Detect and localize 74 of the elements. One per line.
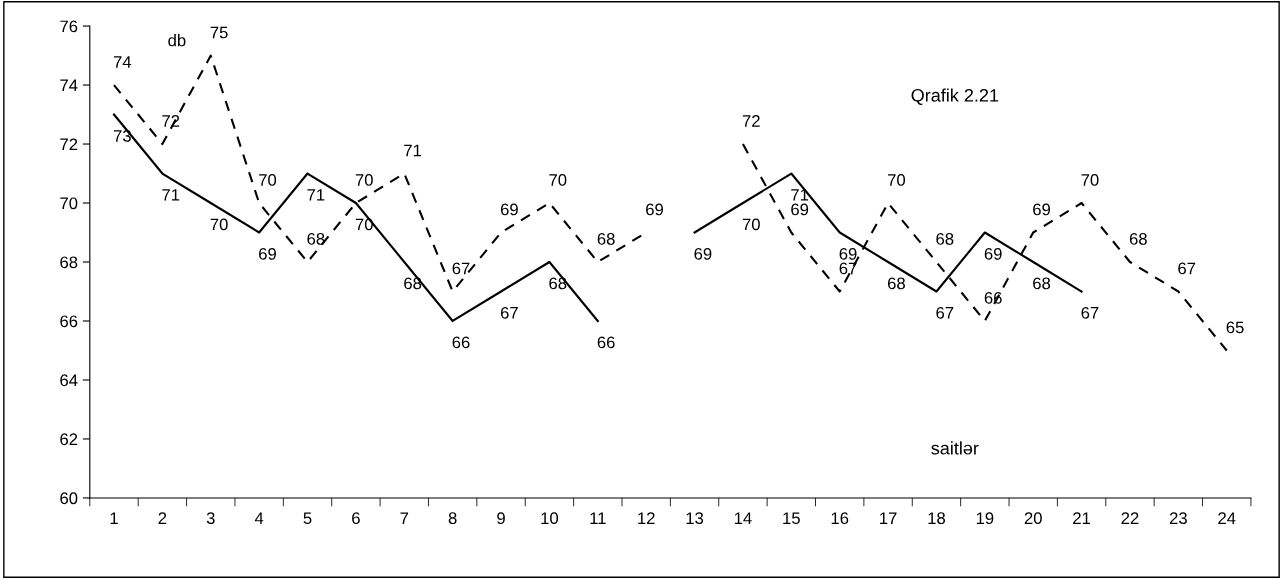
- x-tick-label: 16: [831, 512, 849, 525]
- x-tick-label: 23: [1169, 512, 1187, 525]
- x-tick-label: 8: [448, 512, 457, 525]
- data-label: 67: [1178, 262, 1196, 275]
- data-label: 70: [1081, 174, 1099, 186]
- data-label: 70: [742, 218, 760, 231]
- x-tick-label: 18: [928, 512, 945, 525]
- y-tick-label: 68: [60, 256, 78, 269]
- data-label: 67: [452, 262, 470, 275]
- data-label: 75: [210, 26, 228, 39]
- data-label: 70: [355, 174, 373, 186]
- x-tick-label: 9: [497, 512, 505, 525]
- data-label: 69: [791, 203, 809, 216]
- x-tick-label: 7: [400, 512, 409, 524]
- data-label: 70: [549, 174, 567, 186]
- y-tick-label: 66: [60, 315, 78, 328]
- data-label: 70: [210, 218, 228, 231]
- y-tick-label: 70: [60, 197, 78, 210]
- data-label: 71: [162, 189, 180, 201]
- y-tick-label: 60: [60, 492, 78, 505]
- x-tick-label: 6: [352, 512, 360, 525]
- data-label: 69: [839, 247, 857, 260]
- data-label: 70: [888, 174, 906, 186]
- data-label: 69: [1033, 203, 1051, 216]
- x-tick-label: 15: [783, 512, 800, 525]
- x-tick-label: 2: [158, 512, 167, 524]
- x-tick-label: 13: [686, 512, 704, 525]
- data-label: 68: [404, 277, 422, 290]
- x-tick-label: 21: [1073, 512, 1091, 524]
- x-tick-label: 1: [110, 512, 118, 524]
- data-label: 67: [1081, 306, 1099, 319]
- x-tick-label: 11: [590, 512, 606, 524]
- x-tick-label: 4: [254, 512, 264, 524]
- x-tick-label: 17: [880, 512, 897, 524]
- data-label: 69: [259, 247, 276, 260]
- y-tick-label: 64: [60, 374, 78, 387]
- data-label: 70: [259, 174, 277, 186]
- y-tick-label: 74: [60, 79, 78, 92]
- data-label: 68: [597, 233, 615, 245]
- x-tick-label: 5: [303, 512, 312, 525]
- data-label: 65: [1226, 321, 1244, 334]
- y-tick-label: 62: [60, 433, 78, 446]
- data-label: 66: [452, 336, 470, 349]
- data-label: 67: [936, 306, 954, 319]
- x-tick-label: 12: [638, 512, 655, 524]
- data-label: 72: [742, 115, 760, 127]
- y-axis-title: db: [168, 34, 186, 47]
- y-tick-label: 76: [60, 20, 78, 33]
- x-tick-label: 10: [541, 512, 559, 525]
- data-label: 68: [549, 277, 567, 290]
- x-tick-label: 14: [734, 512, 752, 524]
- data-label: 68: [887, 277, 905, 290]
- y-tick-label: 72: [60, 138, 78, 151]
- data-label: 74: [113, 56, 132, 68]
- data-label: 71: [307, 189, 325, 201]
- data-label: 69: [646, 203, 663, 216]
- x-axis-title: saitlər: [931, 441, 979, 455]
- x-tick-label: 20: [1024, 512, 1042, 525]
- data-label: 69: [500, 203, 518, 216]
- x-tick-label: 19: [976, 512, 994, 525]
- data-label: 68: [307, 233, 325, 245]
- x-tick-label: 24: [1218, 512, 1236, 524]
- data-label: 69: [984, 247, 1002, 260]
- data-label: 68: [936, 233, 954, 245]
- x-tick-label: 22: [1121, 512, 1139, 524]
- data-label: 71: [791, 189, 809, 201]
- data-label: 68: [1129, 233, 1147, 245]
- data-label: 69: [694, 247, 712, 260]
- data-label: 71: [404, 144, 422, 157]
- data-label: 66: [597, 336, 615, 349]
- x-tick-label: 3: [206, 512, 215, 525]
- annotation: Qrafik 2.21: [911, 88, 999, 105]
- data-label: 68: [1033, 277, 1051, 290]
- data-label: 67: [500, 306, 518, 319]
